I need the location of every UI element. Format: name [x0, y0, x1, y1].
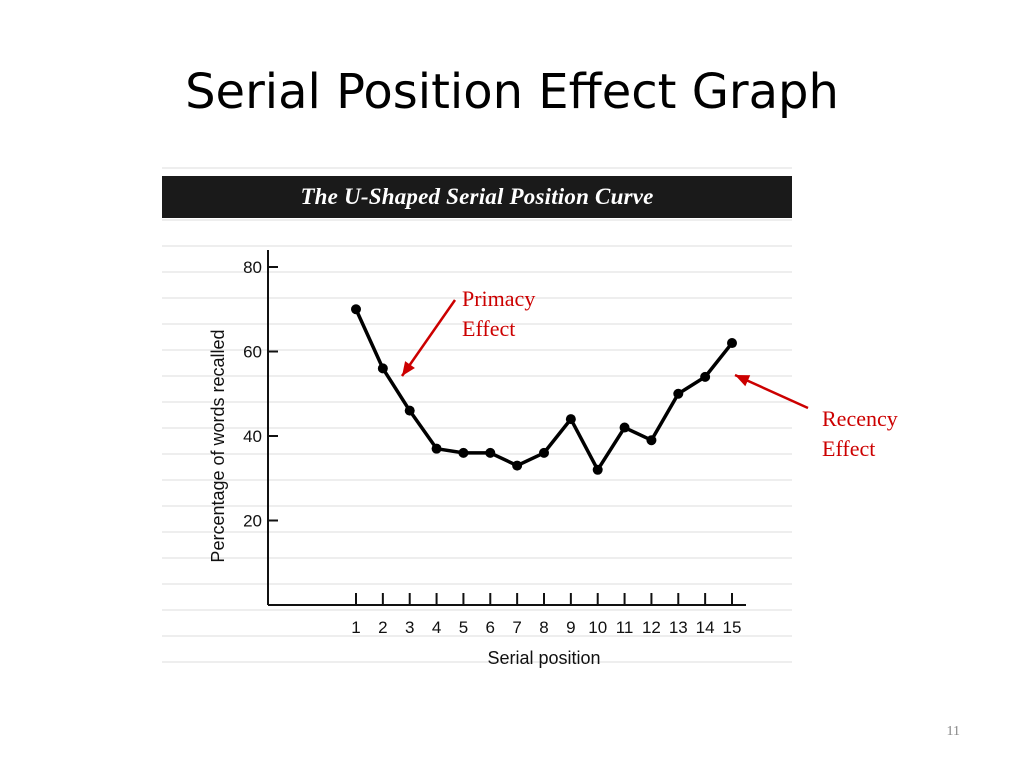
primacy-effect-label: Primacy Effect — [462, 284, 535, 344]
chart-title-banner: The U-Shaped Serial Position Curve — [162, 176, 792, 218]
page-number: 11 — [946, 724, 960, 739]
y-tick-label: 60 — [243, 343, 262, 362]
primacy-arrow — [400, 299, 457, 377]
recency-arrow — [734, 373, 809, 410]
data-point — [673, 388, 684, 399]
chart-title: The U-Shaped Serial Position Curve — [300, 184, 654, 209]
recency-effect-label: Recency Effect — [822, 404, 898, 464]
x-tick-label: 3 — [405, 618, 414, 637]
recency-label-line2: Effect — [822, 436, 876, 461]
slide-title: Serial Position Effect Graph — [185, 64, 839, 120]
data-point — [646, 435, 657, 446]
x-tick-label: 9 — [566, 618, 575, 637]
y-tick-label: 20 — [243, 512, 262, 531]
primacy-label-line2: Effect — [462, 316, 516, 341]
x-tick-label: 5 — [459, 618, 468, 637]
x-tick-label: 7 — [512, 618, 521, 637]
y-tick-label: 80 — [243, 258, 262, 277]
x-tick-label: 12 — [642, 618, 661, 637]
data-point — [404, 405, 415, 416]
x-tick-label: 10 — [588, 618, 607, 637]
x-axis-label: Serial position — [487, 648, 600, 668]
x-tick-label: 14 — [696, 618, 715, 637]
data-point — [727, 338, 737, 349]
x-tick-label: 13 — [669, 618, 688, 637]
x-tick-label: 6 — [486, 618, 495, 637]
data-point — [539, 447, 549, 458]
y-tick-label: 40 — [243, 427, 262, 446]
x-tick-label: 11 — [616, 618, 634, 637]
data-point — [700, 371, 711, 382]
data-point — [485, 447, 496, 458]
data-point — [377, 363, 388, 374]
x-tick-label: 15 — [723, 618, 742, 637]
data-point — [351, 304, 361, 315]
x-tick-label: 1 — [351, 618, 360, 637]
x-tick-label: 8 — [539, 618, 548, 637]
data-point — [458, 447, 469, 458]
data-point — [619, 422, 630, 433]
data-point — [431, 443, 442, 454]
data-point — [565, 414, 576, 425]
x-tick-label: 4 — [432, 618, 441, 637]
primacy-label-line1: Primacy — [462, 286, 536, 311]
data-point — [512, 460, 523, 471]
recency-label-line1: Recency — [822, 406, 898, 431]
data-point — [592, 464, 603, 475]
x-tick-label: 2 — [378, 618, 387, 637]
y-axis-label: Percentage of words recalled — [208, 329, 228, 562]
